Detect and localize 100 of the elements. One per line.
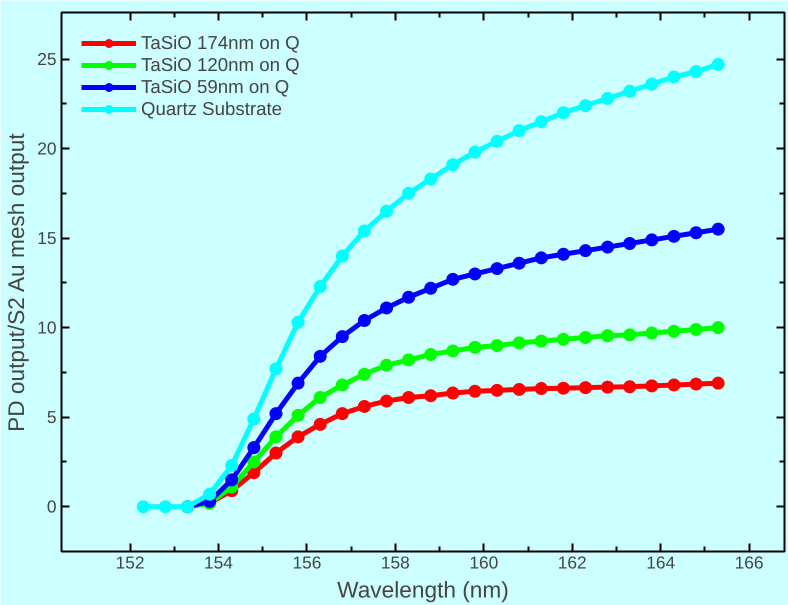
y-tick-label: 20 xyxy=(37,138,57,159)
point xyxy=(601,92,614,105)
point xyxy=(490,134,504,148)
point xyxy=(512,124,526,138)
y-tick-label: 5 xyxy=(46,407,57,428)
point xyxy=(136,500,150,514)
x-tick-label: 160 xyxy=(469,552,498,572)
point xyxy=(690,378,703,391)
point xyxy=(623,328,636,342)
point xyxy=(225,459,238,472)
point xyxy=(380,358,394,372)
y-tick-label: 25 xyxy=(37,49,57,70)
point xyxy=(225,473,238,486)
point xyxy=(269,362,282,376)
point xyxy=(534,251,548,264)
point xyxy=(424,389,438,402)
point xyxy=(358,224,371,238)
point xyxy=(512,256,526,270)
legend-label: TaSiO 59nm on Q xyxy=(141,76,290,98)
point xyxy=(269,446,282,460)
point xyxy=(601,329,614,342)
point xyxy=(158,500,172,514)
point xyxy=(579,244,592,258)
point xyxy=(645,78,658,91)
x-tick-label: 158 xyxy=(380,552,410,572)
y-tick-label: 0 xyxy=(46,496,57,517)
y-tick-label: 15 xyxy=(37,228,57,248)
point xyxy=(512,382,526,396)
x-tick-label: 162 xyxy=(558,552,587,572)
point xyxy=(402,186,416,200)
point xyxy=(402,391,416,404)
point xyxy=(424,282,438,295)
point xyxy=(490,262,504,276)
point xyxy=(645,379,658,392)
y-tick-label: 10 xyxy=(37,318,57,338)
point xyxy=(336,407,349,420)
point xyxy=(380,394,394,408)
point xyxy=(402,353,416,366)
legend-label: TaSiO 120nm on Q xyxy=(141,54,300,76)
point xyxy=(690,65,703,78)
point xyxy=(446,158,460,172)
point xyxy=(712,376,725,390)
point xyxy=(556,332,570,346)
x-tick-label: 156 xyxy=(292,552,322,572)
point xyxy=(712,321,725,334)
point xyxy=(468,146,482,159)
point xyxy=(336,250,349,263)
point xyxy=(512,336,526,350)
x-tick-label: 164 xyxy=(646,552,676,572)
point xyxy=(269,407,282,420)
point xyxy=(292,376,305,390)
point xyxy=(292,408,305,422)
point xyxy=(358,314,371,327)
point xyxy=(292,430,305,444)
point xyxy=(623,380,636,394)
point xyxy=(667,70,680,84)
point xyxy=(490,339,504,352)
x-axis-title: Wavelength (nm) xyxy=(337,576,509,602)
point xyxy=(247,455,260,468)
x-tick-label: 152 xyxy=(116,552,145,572)
point xyxy=(579,99,592,112)
point xyxy=(623,237,636,250)
point xyxy=(314,391,327,404)
point xyxy=(556,382,570,395)
point xyxy=(468,340,482,354)
point xyxy=(292,316,305,329)
point xyxy=(269,430,282,444)
point xyxy=(690,226,703,240)
point xyxy=(601,240,614,254)
point xyxy=(314,350,327,363)
point xyxy=(424,348,438,362)
point xyxy=(690,322,703,336)
legend-label: Quartz Substrate xyxy=(141,98,282,120)
point xyxy=(579,381,592,394)
point xyxy=(534,382,548,396)
point xyxy=(424,172,438,186)
point xyxy=(380,301,394,314)
point xyxy=(579,331,592,344)
point xyxy=(336,330,349,344)
point xyxy=(601,380,614,394)
y-axis-title: PD output/S2 Au mesh output xyxy=(3,132,30,432)
point xyxy=(645,233,658,246)
point xyxy=(380,204,394,218)
point xyxy=(712,58,725,71)
point xyxy=(314,418,327,431)
point xyxy=(468,384,482,398)
point xyxy=(534,334,548,348)
point xyxy=(314,280,327,293)
point xyxy=(446,344,460,358)
point xyxy=(667,324,680,338)
x-tick-label: 166 xyxy=(734,552,764,572)
point xyxy=(556,248,570,261)
point xyxy=(402,290,416,304)
point xyxy=(358,368,371,381)
point xyxy=(645,326,658,340)
point xyxy=(667,378,680,392)
point xyxy=(667,230,680,243)
point xyxy=(468,267,482,280)
point xyxy=(712,222,725,236)
point xyxy=(336,378,349,392)
